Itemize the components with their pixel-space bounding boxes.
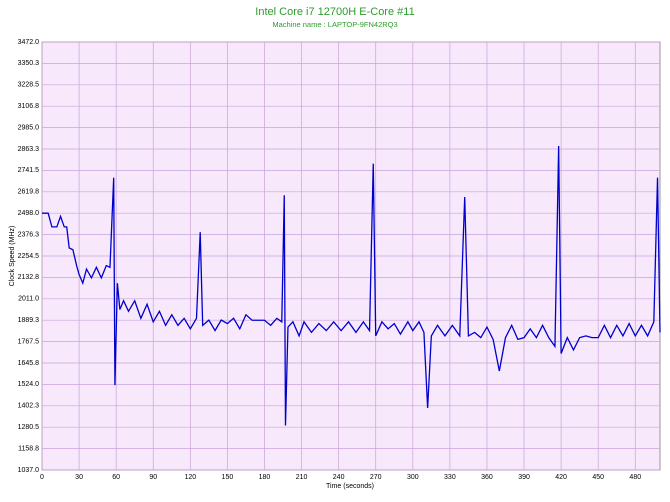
x-tick-label: 420 [555, 474, 567, 481]
y-axis-label: Clock Speed (MHz) [9, 226, 16, 287]
y-tick-label: 3472.0 [18, 39, 40, 46]
chart-title: Intel Core i7 12700H E-Core #11 [255, 6, 414, 18]
y-tick-label: 3228.5 [18, 82, 40, 89]
x-tick-label: 360 [481, 474, 493, 481]
y-tick-label: 2254.5 [18, 253, 40, 260]
x-tick-label: 90 [149, 474, 157, 481]
x-tick-label: 240 [333, 474, 345, 481]
x-tick-label: 270 [370, 474, 382, 481]
y-tick-label: 2011.0 [18, 296, 39, 303]
data-line [42, 146, 661, 426]
x-tick-label: 300 [407, 474, 419, 481]
x-tick-label: 450 [592, 474, 604, 481]
y-tick-label: 1889.3 [18, 317, 40, 324]
x-tick-label: 150 [222, 474, 234, 481]
x-tick-label: 210 [296, 474, 308, 481]
y-tick-label: 2985.0 [18, 124, 40, 131]
x-tick-label: 480 [629, 474, 641, 481]
x-tick-label: 120 [184, 474, 196, 481]
y-tick-label: 2376.3 [18, 231, 40, 238]
y-tick-label: 1402.3 [18, 403, 40, 410]
chart-subtitle: Machine name : LAPTOP-9FN42RQ3 [272, 20, 397, 29]
y-tick-label: 2132.8 [18, 274, 40, 281]
y-tick-label: 1158.8 [18, 445, 39, 452]
x-tick-label: 180 [259, 474, 271, 481]
y-tick-label: 2741.5 [18, 167, 40, 174]
x-tick-label: 30 [75, 474, 83, 481]
x-tick-label: 60 [112, 474, 120, 481]
x-axis-label: Time (seconds) [326, 483, 374, 490]
y-tick-label: 1645.8 [18, 360, 40, 367]
x-tick-label: 390 [518, 474, 530, 481]
y-tick-label: 1767.5 [18, 338, 40, 345]
y-tick-label: 1524.0 [18, 381, 40, 388]
x-tick-label: 330 [444, 474, 456, 481]
y-tick-label: 2619.8 [18, 189, 40, 196]
y-tick-label: 3106.8 [18, 103, 40, 110]
y-tick-label: 1037.0 [18, 467, 40, 474]
x-tick-label: 0 [40, 474, 44, 481]
y-tick-label: 3350.3 [18, 60, 40, 67]
y-tick-label: 2863.3 [18, 146, 40, 153]
y-tick-label: 2498.0 [18, 210, 40, 217]
y-tick-label: 1280.5 [18, 424, 40, 431]
